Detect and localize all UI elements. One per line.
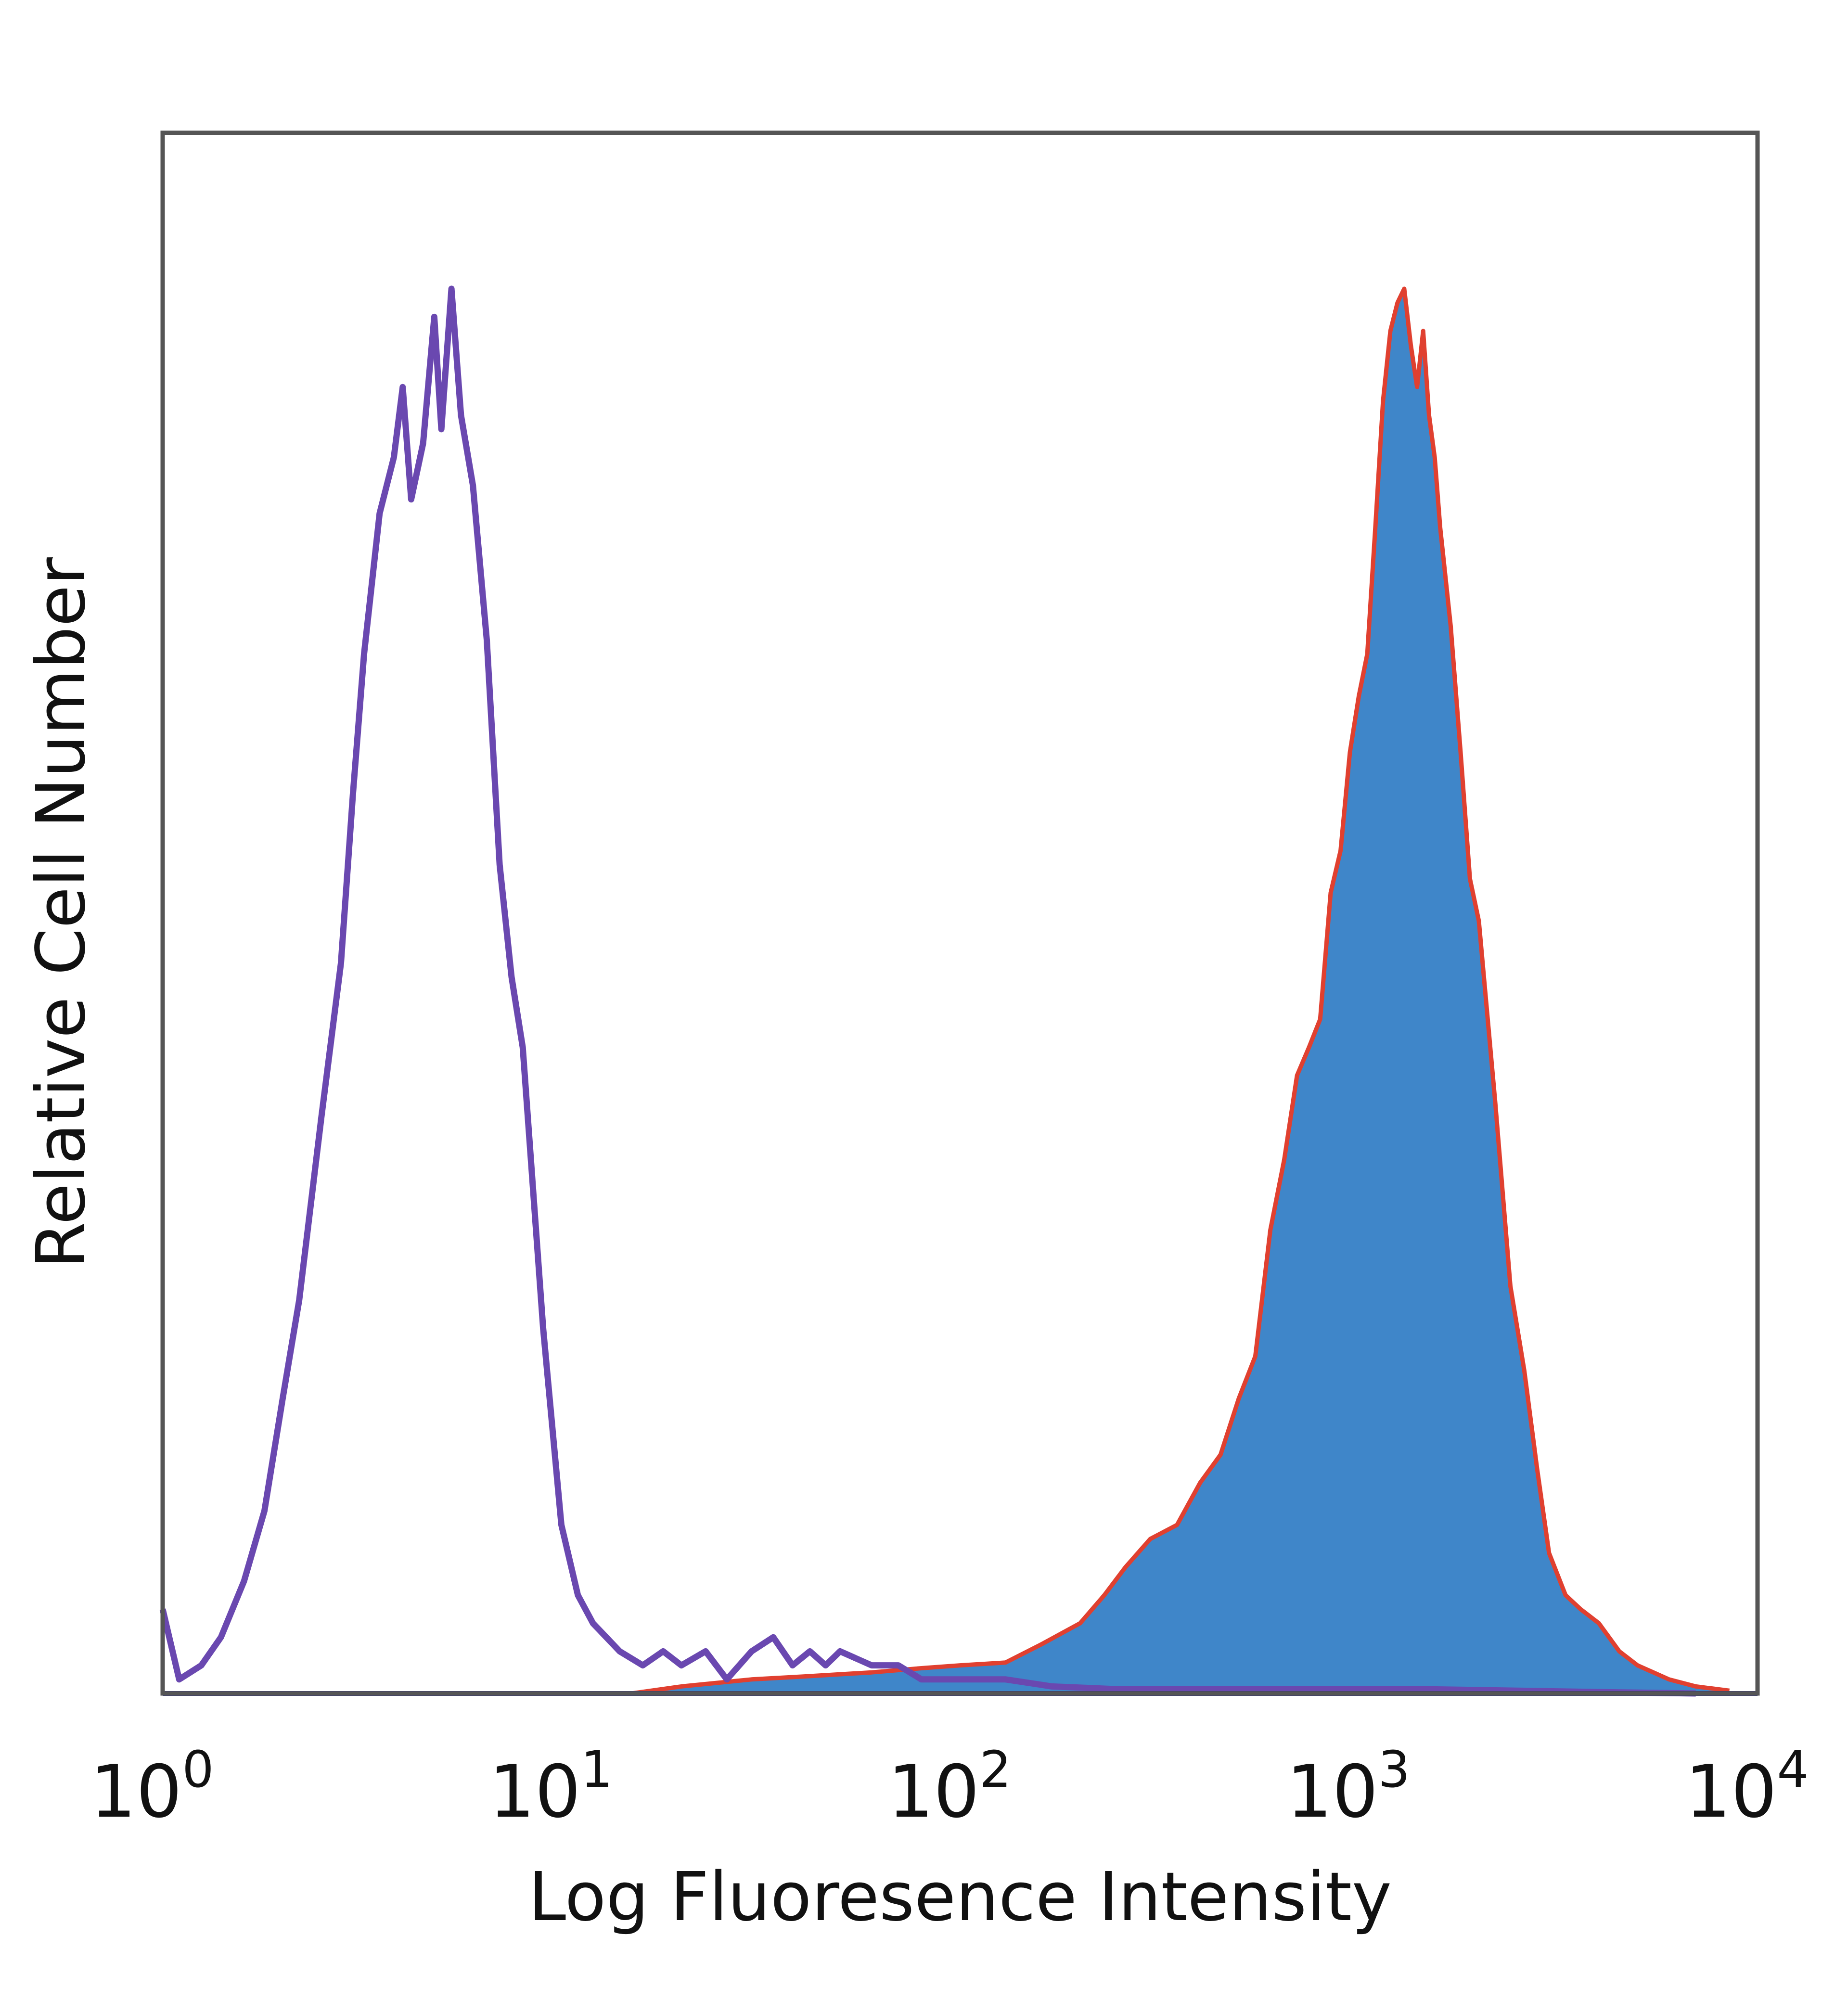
y-axis-title: Relative Cell Number <box>22 557 101 1269</box>
x-axis-title: Log Fluoresence Intensity <box>528 1858 1392 1936</box>
series-0-line <box>159 285 1696 1697</box>
x-tick-label-3: 103 <box>1286 1740 1410 1834</box>
plot-frame <box>160 130 1760 1696</box>
series-layer <box>159 285 1730 1697</box>
series-1-area <box>163 289 1730 1693</box>
x-tick-label-1: 101 <box>489 1740 613 1834</box>
x-tick-label-0: 100 <box>90 1740 214 1834</box>
x-tick-labels: 100 101 102 103 104 <box>90 1740 1809 1834</box>
series-1-edge <box>163 286 1730 1696</box>
x-tick-label-4: 104 <box>1685 1740 1809 1834</box>
x-tick-label-2: 102 <box>887 1740 1011 1834</box>
